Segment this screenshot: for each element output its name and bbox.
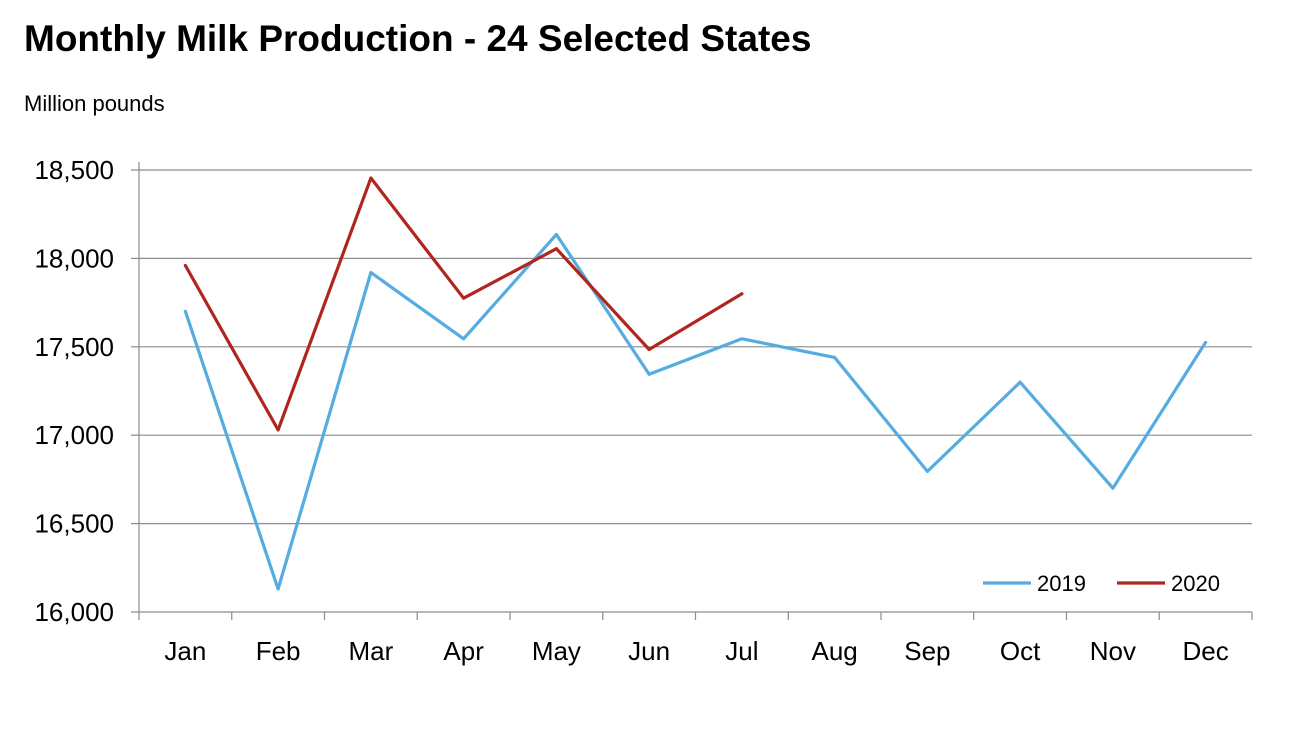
data-point-2020-Jan <box>183 263 187 267</box>
data-point-2019-May <box>554 233 558 237</box>
x-tick-label: Nov <box>1090 636 1136 666</box>
data-point-2020-Feb <box>276 428 280 432</box>
chart-title: Monthly Milk Production - 24 Selected St… <box>24 18 812 59</box>
legend-label-2020: 2020 <box>1171 571 1220 596</box>
data-point-2019-Dec <box>1204 340 1208 344</box>
data-point-2019-Mar <box>369 271 373 275</box>
y-tick-label: 18,000 <box>34 243 114 273</box>
data-point-2020-Jun <box>647 347 651 351</box>
data-point-2020-Mar <box>369 176 373 180</box>
data-point-2019-Apr <box>462 337 466 341</box>
x-tick-label: Jul <box>725 636 758 666</box>
axes <box>131 162 1253 620</box>
legend: 2019 2020 <box>983 571 1220 596</box>
legend-label-2019: 2019 <box>1037 571 1086 596</box>
y-tick-label: 16,000 <box>34 597 114 627</box>
x-tick-label: Oct <box>1000 636 1041 666</box>
series-line-2020 <box>183 176 744 432</box>
data-point-2019-Feb <box>276 587 280 591</box>
y-tick-label: 17,000 <box>34 420 114 450</box>
x-tick-label: Dec <box>1183 636 1229 666</box>
y-tick-label: 16,500 <box>34 509 114 539</box>
gridlines <box>139 169 1252 525</box>
x-tick-label: Sep <box>904 636 950 666</box>
data-point-2020-May <box>554 247 558 251</box>
y-axis-unit-label: Million pounds <box>24 91 165 116</box>
data-point-2019-Oct <box>1018 380 1022 384</box>
data-point-2019-Sep <box>925 469 929 473</box>
data-point-2019-Jul <box>740 337 744 341</box>
data-point-2019-Jan <box>183 309 187 313</box>
x-tick-label: Jun <box>628 636 670 666</box>
x-tick-labels: Jan Feb Mar Apr May Jun Jul Aug Sep Oct Nov Dec <box>164 636 1228 666</box>
y-tick-label: 17,500 <box>34 332 114 362</box>
data-point-2019-Nov <box>1111 486 1115 490</box>
x-tick-label: Aug <box>811 636 857 666</box>
data-point-2020-Apr <box>462 296 466 300</box>
y-tick-label: 18,500 <box>34 155 114 185</box>
series-lines <box>183 176 1208 591</box>
x-tick-label: Jan <box>164 636 206 666</box>
data-point-2019-Aug <box>833 355 837 359</box>
series-line-2019 <box>183 232 1208 591</box>
x-tick-label: Feb <box>256 636 301 666</box>
data-point-2019-Jun <box>647 372 651 376</box>
x-tick-label: May <box>532 636 581 666</box>
y-tick-labels: 16,000 16,500 17,000 17,500 18,000 18,500 <box>34 155 114 627</box>
data-point-2020-Jul <box>740 292 744 296</box>
x-tick-label: Mar <box>348 636 393 666</box>
x-tick-label: Apr <box>443 636 484 666</box>
